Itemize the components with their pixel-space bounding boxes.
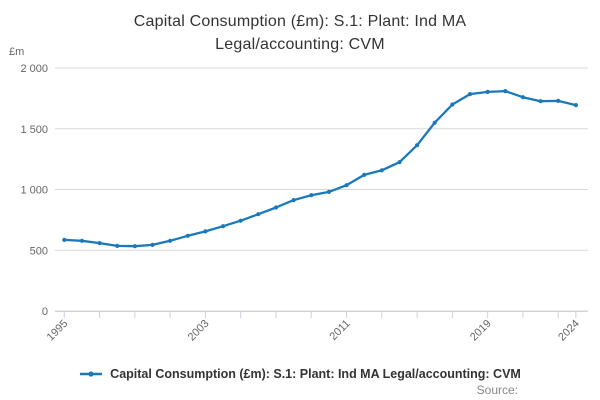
y-tick-label: 1 000 (20, 185, 48, 197)
data-point-marker (467, 92, 473, 97)
data-point-marker (132, 244, 137, 249)
x-tick-label: 2024 (556, 318, 582, 344)
data-point-marker (573, 103, 579, 108)
x-tick-label: 1995 (45, 318, 71, 344)
data-point-marker (203, 229, 208, 234)
data-point-marker (503, 89, 508, 94)
data-point-marker (273, 205, 279, 210)
x-tick-label: 2011 (327, 318, 352, 343)
y-tick-label: 500 (30, 245, 48, 257)
data-point-marker (344, 183, 349, 188)
data-point-marker (397, 160, 402, 165)
data-point-marker (415, 143, 420, 148)
data-point-marker (97, 241, 102, 246)
data-point-marker (238, 218, 243, 223)
legend-series-symbol (80, 371, 103, 377)
data-point-marker (379, 168, 384, 173)
data-point-marker (362, 172, 367, 177)
y-tick-label: 0 (42, 306, 48, 318)
data-point-marker (291, 198, 296, 203)
x-tick-label: 2003 (186, 318, 212, 344)
chart-title: Capital Consumption (£m): S.1: Plant: In… (133, 13, 467, 54)
data-point-marker (326, 189, 331, 194)
x-tick-label: 2019 (468, 318, 494, 344)
data-point-marker (538, 99, 543, 104)
data-point-marker (79, 238, 84, 243)
data-point-marker (185, 233, 190, 238)
data-point-marker (150, 242, 155, 247)
data-point-marker (256, 212, 261, 217)
data-point-marker (62, 237, 67, 242)
data-point-marker (432, 120, 437, 125)
y-axis-unit-label: £m (9, 46, 25, 58)
data-point-marker (221, 224, 226, 229)
series-line (63, 89, 578, 248)
data-point-marker (520, 95, 526, 100)
data-point-marker (168, 238, 173, 243)
data-point-marker (309, 193, 314, 198)
y-tick-label: 1 500 (20, 124, 48, 136)
legend-item[interactable]: Capital Consumption (£m): S.1: Plant: In… (0, 364, 600, 384)
data-point-marker (556, 98, 561, 103)
source-label: Source: (476, 383, 518, 397)
legend-label: Capital Consumption (£m): S.1: Plant: In… (110, 367, 521, 381)
data-point-marker (450, 102, 455, 107)
data-point-marker (115, 243, 120, 248)
data-point-marker (485, 89, 490, 94)
y-tick-label: 2 000 (20, 63, 48, 75)
